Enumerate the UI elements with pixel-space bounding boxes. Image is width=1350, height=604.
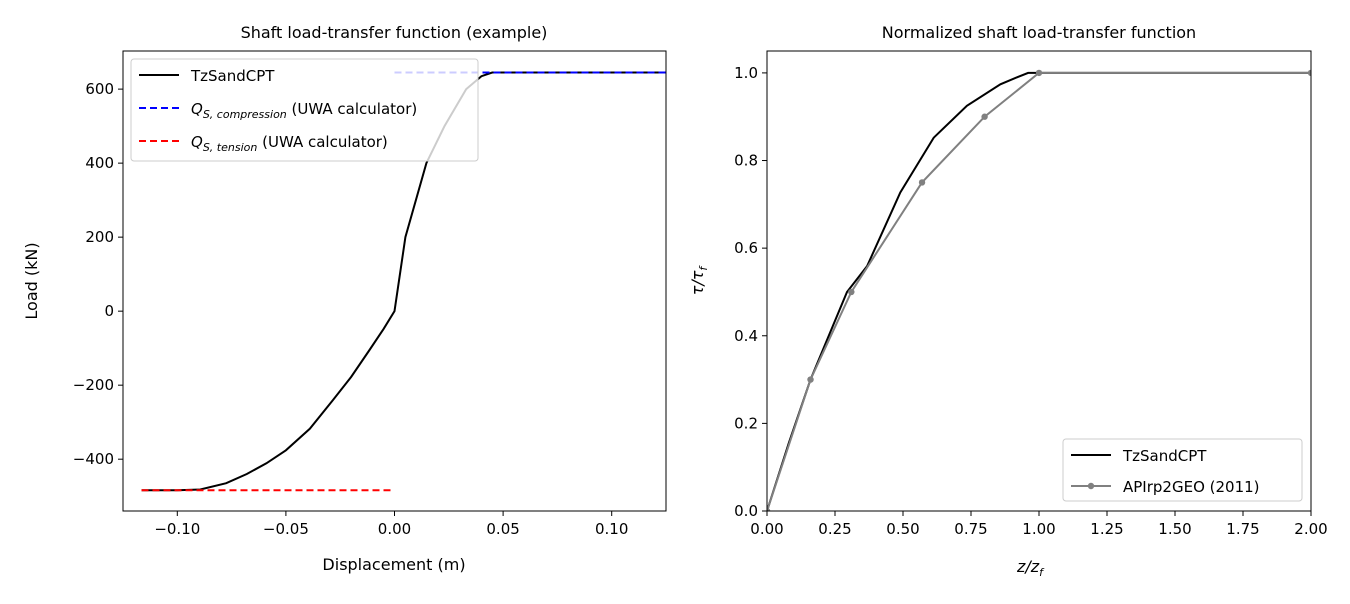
y-tick-label: 0.0: [734, 502, 758, 520]
x-tick-label: 0.10: [595, 520, 628, 538]
y-tick-label: 400: [85, 154, 114, 172]
y-tick-label: 0.4: [734, 327, 758, 345]
y-tick-label: 600: [85, 80, 114, 98]
left-y-axis-label: Load (kN): [22, 242, 41, 319]
legend-label: QS, tension (UWA calculator): [191, 133, 388, 154]
legend-label-sub: S, tension: [203, 141, 258, 154]
legend-box: [1062, 438, 1303, 502]
legend-marker: [1087, 482, 1095, 490]
legend: TzSandCPT APIrp2GEO (2011): [1062, 438, 1303, 502]
x-tick-label: 0.05: [486, 520, 519, 538]
y-tick-label: −400: [73, 450, 114, 468]
y-tick-label: −200: [73, 376, 114, 394]
x-tick-label: 0.25: [818, 520, 851, 538]
right-chart: Normalized shaft load-transfer function …: [688, 23, 1328, 579]
x-tick-label: 1.50: [1158, 520, 1191, 538]
legend-label: TzSandCPT: [1122, 447, 1207, 465]
y-tick-label: 1.0: [734, 64, 758, 82]
x-tick-label: 0.50: [886, 520, 919, 538]
y-tick-label: 0.2: [734, 414, 758, 432]
x-tick-label: 1.25: [1090, 520, 1123, 538]
legend-label: TzSandCPT: [190, 67, 275, 85]
x-tick-label: 0.75: [954, 520, 987, 538]
legend-label-suffix: (UWA calculator): [287, 100, 417, 118]
y-tick-label: 0: [104, 302, 114, 320]
left-x-axis-label: Displacement (m): [322, 555, 465, 574]
right-x-axis-label: z/zf: [1016, 557, 1045, 579]
data-point: [848, 288, 855, 296]
y-tick-label: 0.8: [734, 152, 758, 170]
data-point: [807, 376, 814, 383]
data-point: [981, 113, 988, 120]
legend-label-suffix: (UWA calculator): [257, 133, 387, 151]
legend-label: APIrp2GEO (2011): [1123, 478, 1260, 496]
data-point: [1307, 69, 1311, 77]
legend-label-main: Q: [191, 100, 203, 118]
legend-label: QS, compression (UWA calculator): [191, 100, 417, 121]
y-tick-label: 200: [85, 228, 114, 246]
legend-label-main: Q: [191, 133, 203, 151]
legend-label-sub: S, compression: [203, 108, 287, 121]
legend-box: [130, 58, 479, 162]
x-tick-label: −0.05: [263, 520, 309, 538]
right-y-axis-label: τ/τf: [688, 265, 710, 296]
x-tick-label: 2.00: [1294, 520, 1327, 538]
right-chart-title: Normalized shaft load-transfer function: [882, 23, 1196, 42]
x-tick-label: 1.00: [1022, 520, 1055, 538]
data-point: [918, 179, 926, 186]
x-tick-label: 0.00: [378, 520, 411, 538]
y-tick-label: 0.6: [734, 239, 758, 257]
x-tick-label: −0.10: [154, 520, 200, 538]
left-chart: Shaft load-transfer function (example) D…: [22, 23, 667, 574]
legend: TzSandCPT QS, compression (UWA calculator…: [130, 58, 479, 162]
data-point: [1035, 69, 1043, 77]
x-tick-label: 1.75: [1226, 520, 1259, 538]
left-chart-title: Shaft load-transfer function (example): [241, 23, 548, 42]
data-point: [767, 507, 771, 511]
plot-area: [767, 69, 1311, 511]
x-tick-label: 0.00: [750, 520, 783, 538]
